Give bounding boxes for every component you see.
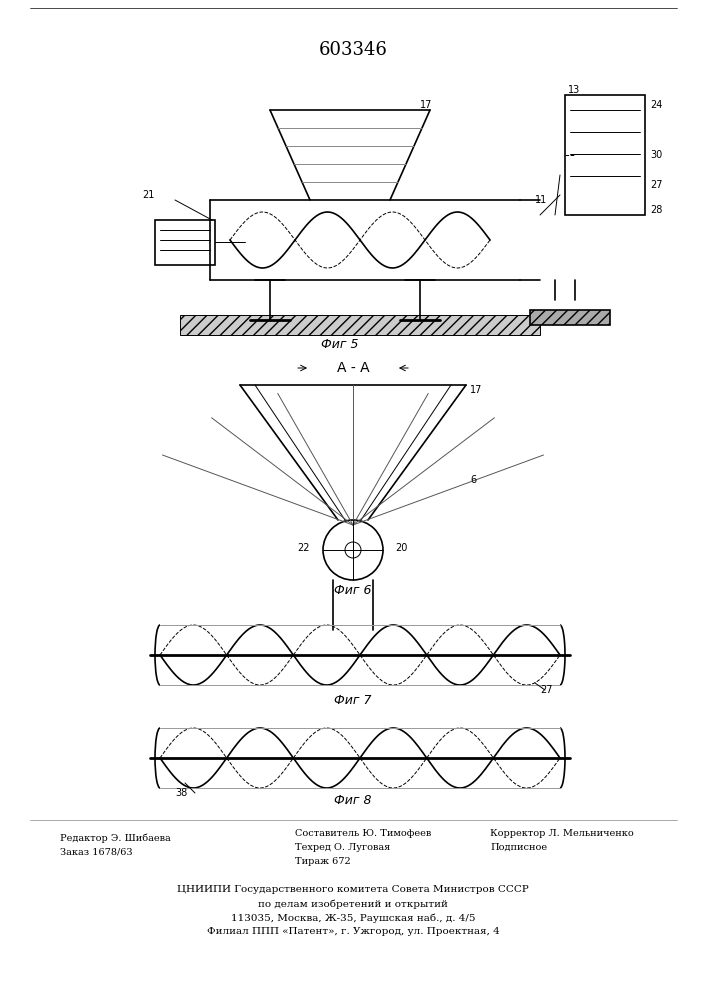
Text: Техред О. Луговая: Техред О. Луговая: [295, 842, 390, 852]
Text: Фиг 8: Фиг 8: [334, 794, 372, 806]
Text: 22: 22: [298, 543, 310, 553]
Text: Составитель Ю. Тимофеев: Составитель Ю. Тимофеев: [295, 828, 431, 838]
Text: Подписное: Подписное: [490, 842, 547, 852]
Text: Фиг 6: Фиг 6: [334, 584, 372, 596]
Text: 20: 20: [395, 543, 407, 553]
Text: по делам изобретений и открытий: по делам изобретений и открытий: [258, 899, 448, 909]
Bar: [565, 95, 645, 215]
Text: 6: 6: [470, 475, 476, 485]
Text: 113035, Москва, Ж-35, Раушская наб., д. 4/5: 113035, Москва, Ж-35, Раушская наб., д. …: [230, 913, 475, 923]
Text: Филиал ППП «Патент», г. Ужгород, ул. Проектная, 4: Филиал ППП «Патент», г. Ужгород, ул. Про…: [206, 928, 499, 936]
Text: А - А: А - А: [337, 361, 369, 375]
Text: Фиг 7: Фиг 7: [334, 694, 372, 706]
Text: Корректор Л. Мельниченко: Корректор Л. Мельниченко: [490, 828, 633, 838]
Bar: [180, 315, 540, 335]
Bar: [155, 220, 215, 265]
Text: 17: 17: [420, 100, 433, 110]
Text: Заказ 1678/63: Заказ 1678/63: [60, 848, 133, 856]
Text: Тираж 672: Тираж 672: [295, 856, 351, 865]
Text: 603346: 603346: [319, 41, 387, 59]
Text: 27: 27: [540, 685, 552, 695]
Text: 24: 24: [650, 100, 662, 110]
Text: 30: 30: [650, 150, 662, 160]
Text: 38: 38: [175, 788, 187, 798]
Text: 17: 17: [470, 385, 482, 395]
Text: 13: 13: [568, 85, 580, 95]
Text: 11: 11: [535, 195, 547, 205]
Text: 27: 27: [650, 180, 662, 190]
Text: 21: 21: [143, 190, 155, 200]
Text: ЦНИИПИ Государственного комитета Совета Министров СССР: ЦНИИПИ Государственного комитета Совета …: [177, 886, 529, 894]
Text: 28: 28: [650, 205, 662, 215]
Text: Фиг 5: Фиг 5: [321, 338, 358, 352]
Text: Редактор Э. Шибаева: Редактор Э. Шибаева: [60, 833, 171, 843]
Bar: [530, 310, 610, 325]
